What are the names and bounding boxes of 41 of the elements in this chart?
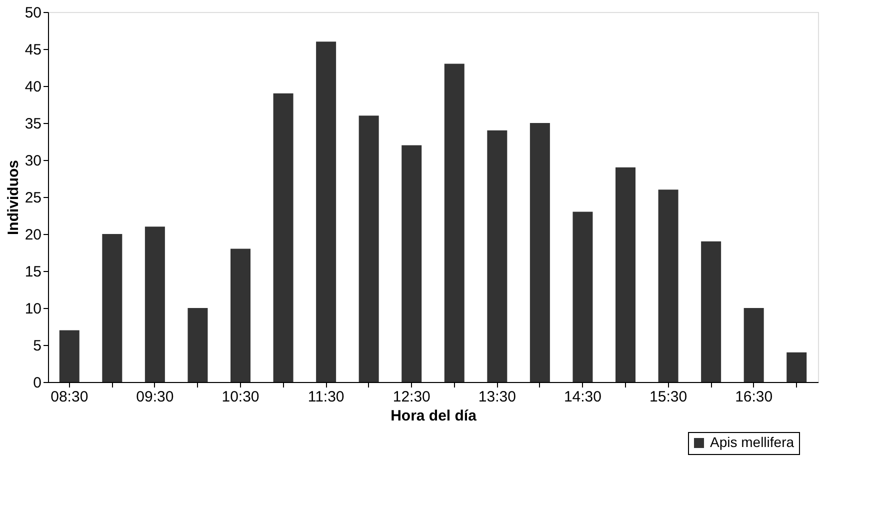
bar <box>273 93 294 382</box>
x-tick-label: 13:30 <box>478 388 516 406</box>
bar <box>144 226 165 382</box>
y-tick-label: 50 <box>24 4 42 22</box>
bar <box>402 145 422 382</box>
x-tick-label: 10:30 <box>222 388 260 406</box>
x-tick-label: 12:30 <box>392 388 430 406</box>
bar <box>572 212 593 382</box>
y-tick-label: 45 <box>24 42 42 58</box>
y-tick-label: 30 <box>24 152 42 170</box>
y-tick-label: 5 <box>33 338 42 354</box>
x-tick-label: 11:30 <box>308 388 344 406</box>
y-tick-label: 20 <box>24 226 42 244</box>
bar <box>487 130 508 382</box>
legend-label: Apis mellifera <box>710 434 794 450</box>
bar <box>188 308 208 382</box>
x-tick-label: 16:30 <box>735 388 773 406</box>
y-tick-label: 15 <box>24 264 42 280</box>
y-tick-label: 0 <box>33 374 42 392</box>
bar <box>616 167 636 382</box>
x-tick-label: 08:30 <box>50 388 88 406</box>
bar <box>658 190 678 382</box>
x-tick-label: 09:30 <box>136 388 174 406</box>
bar <box>744 308 764 382</box>
bar <box>102 234 122 382</box>
x-tick-label: 14:30 <box>564 388 602 406</box>
x-tick-label: 15:30 <box>650 388 688 406</box>
bar <box>358 116 379 382</box>
x-axis-title: Hora del día <box>390 408 478 424</box>
y-tick-label: 25 <box>24 190 42 206</box>
bar <box>59 330 80 382</box>
bar <box>530 123 550 382</box>
bar <box>230 248 250 382</box>
bar <box>786 352 807 382</box>
y-tick-label: 35 <box>24 116 42 132</box>
bar <box>444 64 464 382</box>
y-axis-title: Individuos <box>4 160 22 235</box>
bar <box>316 42 336 382</box>
y-tick-label: 10 <box>24 300 42 318</box>
bar <box>701 241 722 382</box>
y-tick-label: 40 <box>24 78 42 96</box>
